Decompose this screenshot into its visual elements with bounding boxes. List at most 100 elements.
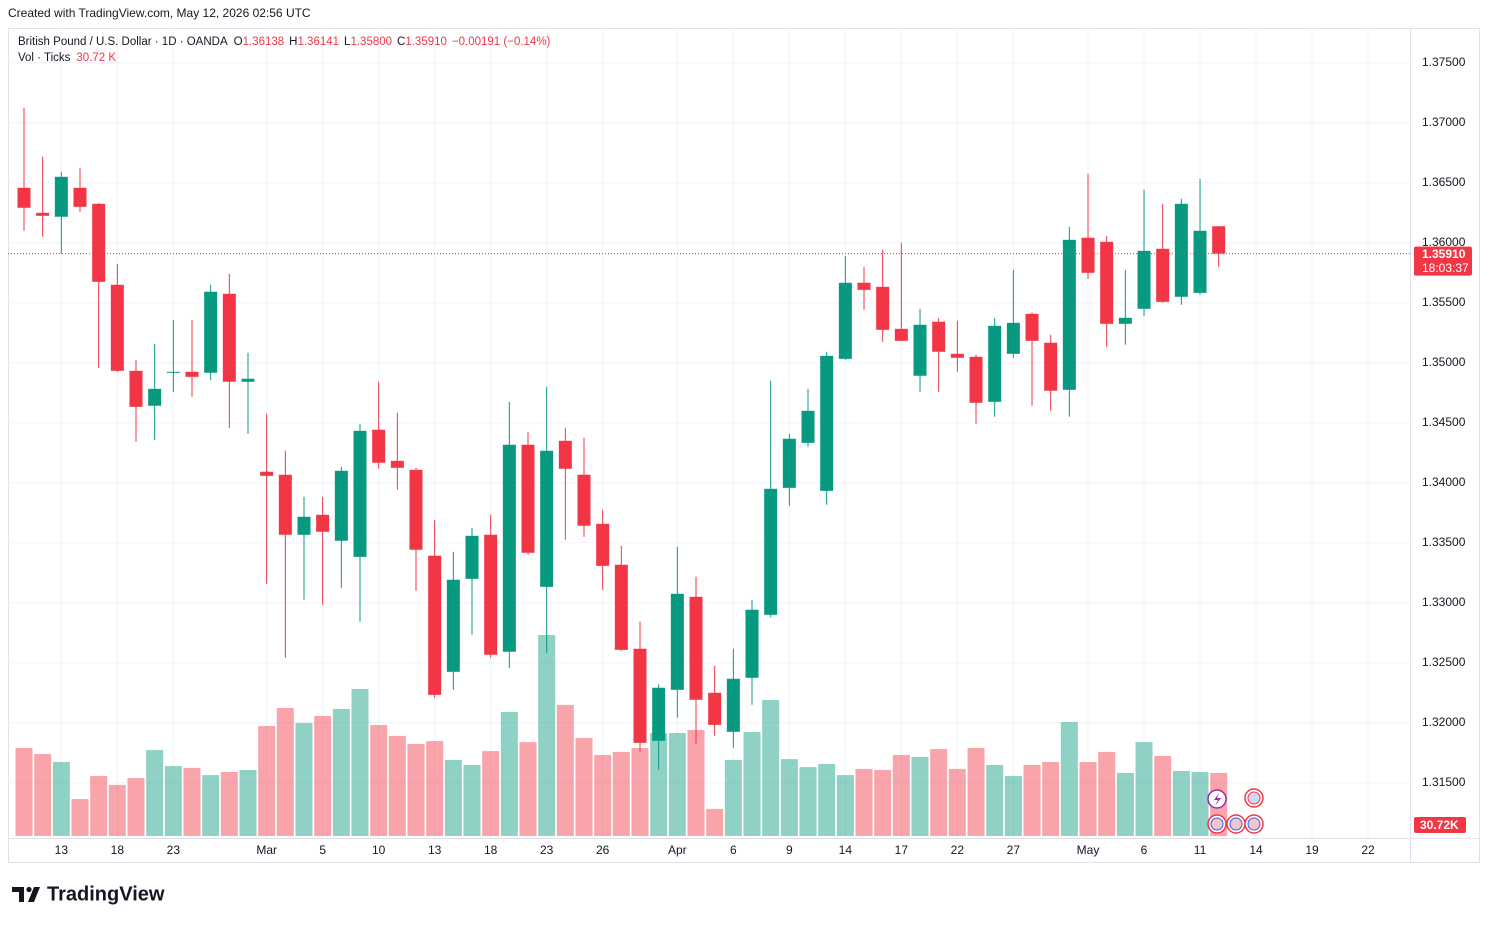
volume-bar bbox=[332, 709, 350, 836]
volume-bar bbox=[1060, 721, 1078, 836]
volume-bar bbox=[482, 751, 500, 836]
volume-bar bbox=[668, 733, 686, 836]
countdown-label: 18:03:37 bbox=[1422, 261, 1469, 275]
volume-bar bbox=[15, 748, 33, 836]
volume-bar bbox=[1172, 770, 1190, 836]
volume-legend: Vol · Ticks 30.72 K bbox=[18, 52, 116, 64]
x-tick-label: Mar bbox=[256, 843, 277, 857]
legend-key: O bbox=[234, 36, 243, 48]
volume-bar bbox=[276, 708, 294, 836]
candle-body bbox=[596, 523, 610, 566]
event-icon-flag bbox=[1247, 791, 1261, 805]
x-tick-label: 5 bbox=[319, 843, 326, 857]
volume-bar bbox=[444, 759, 462, 836]
volume-bar bbox=[314, 716, 332, 836]
x-tick-label: 14 bbox=[839, 843, 853, 857]
x-tick-label: 14 bbox=[1249, 843, 1263, 857]
candle-body bbox=[278, 474, 292, 535]
candle-body bbox=[1044, 342, 1058, 391]
candle-body bbox=[54, 176, 68, 217]
x-tick-label: 6 bbox=[730, 843, 737, 857]
candle-body bbox=[446, 579, 460, 672]
y-tick-label: 1.37500 bbox=[1422, 55, 1466, 69]
candle-body bbox=[540, 450, 554, 587]
logo-mark bbox=[12, 887, 40, 902]
x-tick-label: 26 bbox=[596, 843, 610, 857]
x-tick-label: Apr bbox=[668, 843, 687, 857]
volume-bar bbox=[612, 751, 630, 836]
chart-frame bbox=[8, 28, 1480, 863]
y-tick-label: 1.33500 bbox=[1422, 535, 1466, 549]
x-tick-label: 22 bbox=[1361, 843, 1375, 857]
volume-bar bbox=[948, 768, 966, 836]
y-tick-label: 1.37000 bbox=[1422, 115, 1466, 129]
volume-bar bbox=[71, 799, 89, 836]
volume-bar bbox=[295, 722, 313, 836]
event-icon-flag bbox=[1210, 817, 1224, 831]
volume-bar bbox=[631, 748, 649, 836]
x-tick-label: 9 bbox=[786, 843, 793, 857]
candle-body bbox=[1025, 313, 1039, 341]
candle-body bbox=[166, 371, 180, 373]
candle-body bbox=[689, 596, 703, 700]
candle-body bbox=[297, 516, 311, 535]
y-tick-label: 1.34000 bbox=[1422, 475, 1466, 489]
legend: British Pound / U.S. Dollar · 1D · OANDA… bbox=[18, 36, 551, 48]
legend-change: −0.00191 (−0.14%) bbox=[452, 36, 551, 48]
x-tick-label: 13 bbox=[55, 843, 69, 857]
volume-bar bbox=[762, 700, 780, 836]
candle-body bbox=[409, 469, 423, 550]
volume-tag-label: 30.72K bbox=[1420, 818, 1459, 832]
volume-bar bbox=[127, 777, 145, 836]
volume-bar bbox=[90, 775, 108, 836]
candle-body bbox=[988, 325, 1002, 402]
logo-dot bbox=[26, 886, 32, 893]
candle-body bbox=[857, 282, 871, 290]
volume-bar bbox=[108, 784, 126, 836]
candle-body bbox=[465, 535, 479, 579]
x-tick-label: May bbox=[1077, 843, 1100, 857]
candle-body bbox=[969, 356, 983, 403]
candle-body bbox=[1193, 230, 1207, 293]
y-tick-label: 1.35500 bbox=[1422, 295, 1466, 309]
candle-body bbox=[390, 460, 404, 468]
legend-key: C bbox=[397, 36, 405, 48]
candle-body bbox=[838, 282, 852, 359]
volume-bar bbox=[239, 769, 257, 836]
candle-body bbox=[708, 692, 722, 725]
x-tick-label: 11 bbox=[1194, 843, 1207, 857]
candle-body bbox=[36, 212, 50, 216]
candle-body bbox=[353, 430, 367, 557]
volume-bar bbox=[1042, 761, 1060, 836]
x-tick-label: 22 bbox=[951, 843, 965, 857]
volume-bar bbox=[818, 764, 836, 836]
volume-bar bbox=[930, 749, 948, 836]
x-tick-label: 27 bbox=[1007, 843, 1021, 857]
volume-bar bbox=[164, 766, 182, 836]
candle-body bbox=[1062, 239, 1076, 390]
volume-bar bbox=[1154, 756, 1172, 836]
logo: TradingView bbox=[12, 883, 165, 905]
candle-body bbox=[1156, 248, 1170, 302]
event-icon-glyph bbox=[1214, 793, 1221, 806]
candle-body bbox=[1081, 237, 1095, 273]
legend-key: H bbox=[289, 36, 297, 48]
volume-bar bbox=[258, 726, 276, 836]
y-tick-label: 1.36500 bbox=[1422, 175, 1466, 189]
volume-bar bbox=[575, 737, 593, 836]
candle-body bbox=[1006, 322, 1020, 354]
candle-body bbox=[334, 470, 348, 541]
candle-body bbox=[633, 648, 647, 743]
candle-body bbox=[1100, 241, 1114, 324]
logo-text: TradingView bbox=[47, 883, 165, 905]
volume-bar bbox=[500, 711, 518, 836]
volume-bar bbox=[1135, 742, 1153, 836]
volume-bar bbox=[407, 743, 425, 836]
candle-body bbox=[428, 555, 442, 695]
x-tick-label: 23 bbox=[540, 843, 554, 857]
event-icons bbox=[1207, 788, 1264, 834]
candle-body bbox=[521, 444, 535, 553]
candle-body bbox=[17, 187, 31, 208]
x-tick-label: 13 bbox=[428, 843, 442, 857]
